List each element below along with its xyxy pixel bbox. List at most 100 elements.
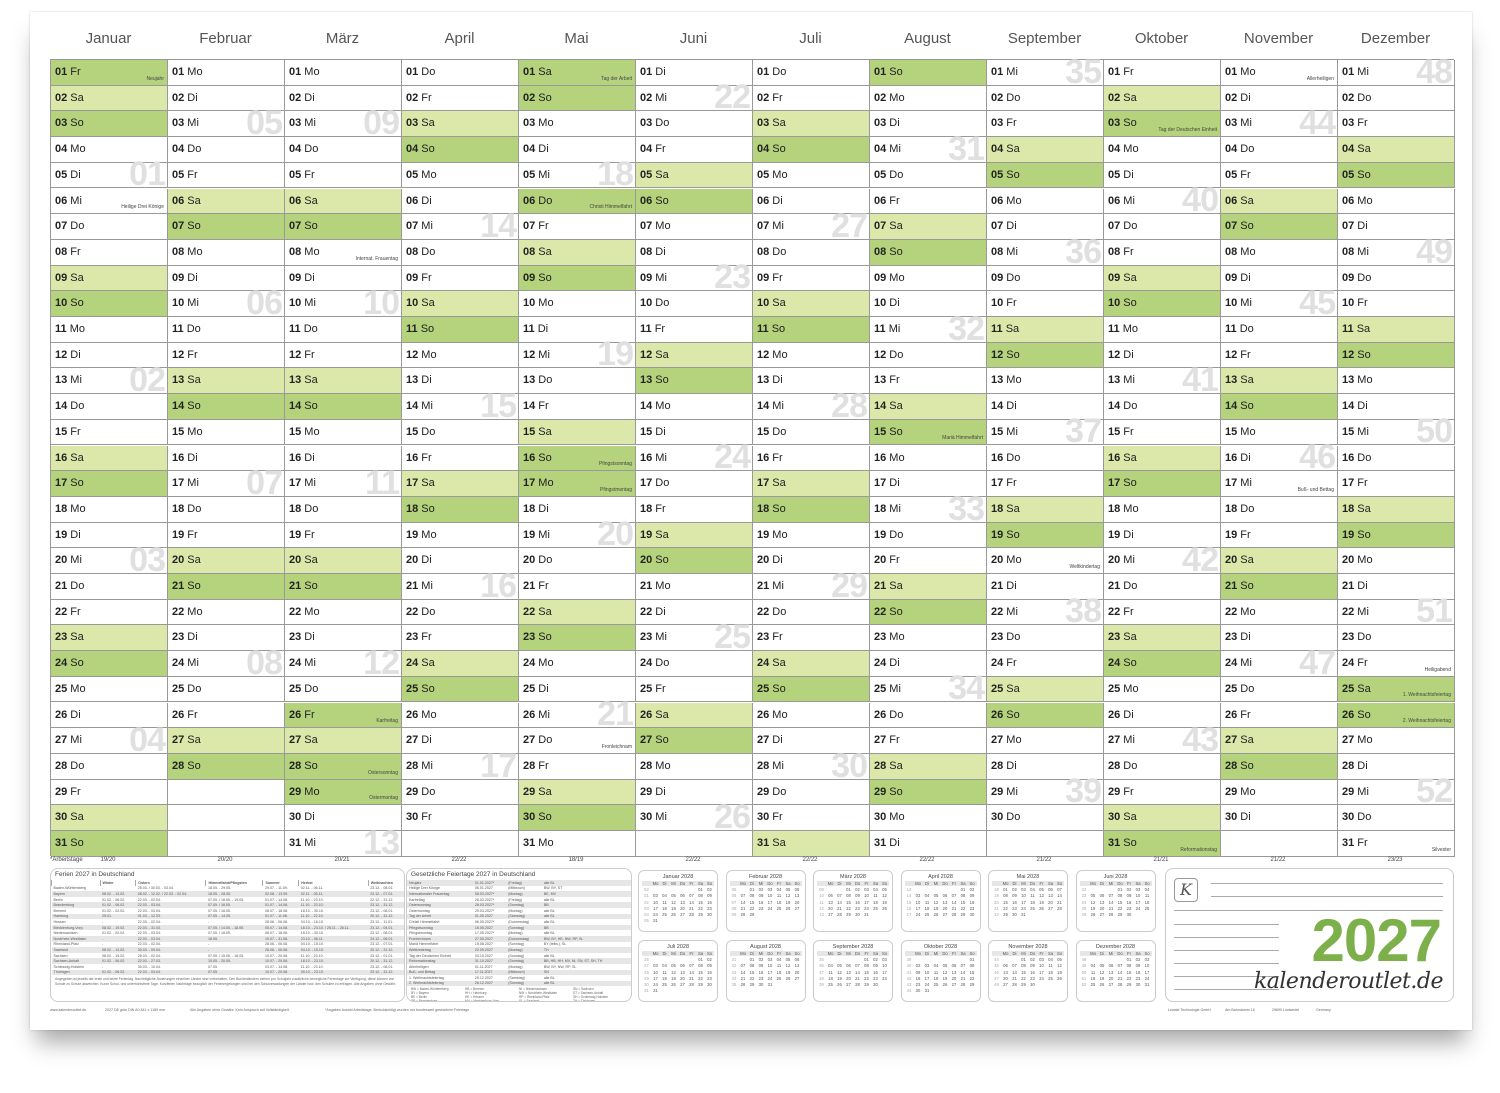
workdays-label: *Arbeitstage <box>50 857 83 863</box>
day-number: 01 <box>749 887 755 893</box>
day-number: 25 <box>1048 975 1053 981</box>
week-number: 37 <box>819 969 824 975</box>
week-number: 49 <box>1416 232 1453 271</box>
week-header-blank <box>904 951 914 956</box>
day-number: 03 <box>1021 887 1026 893</box>
day-label: 01 Do <box>406 66 436 78</box>
day-label: 03 So <box>55 117 84 130</box>
day-number <box>660 988 669 993</box>
day-number <box>880 912 889 917</box>
week-number: 27 <box>644 963 649 969</box>
day-number: 28 <box>689 911 694 917</box>
week-number: 35 <box>1065 52 1102 91</box>
day-number: 18 <box>662 975 667 981</box>
day-number: 13 <box>1108 969 1114 975</box>
table-cell: 01.07. - 11.08. <box>262 913 299 920</box>
day-number: 03 <box>882 957 887 963</box>
empty-cell <box>168 831 285 857</box>
day-number: 08 <box>749 893 755 899</box>
weekday-header: Do <box>940 881 950 886</box>
day-label: 11 Mo <box>1108 323 1138 335</box>
day-number: 15 <box>960 899 966 905</box>
day-number <box>651 957 660 962</box>
workdays-value: 19/20 <box>100 857 116 863</box>
table-cell: Neujahr <box>407 880 473 886</box>
holiday-label: Mariä Himmelfahrt <box>942 435 983 442</box>
day-label: 22 Mi <box>991 605 1018 618</box>
table-cell: BW, BY, ST <box>543 886 563 891</box>
day-cell: 30 Do <box>1338 805 1455 831</box>
day-cell: 29 Mo <box>1221 779 1338 806</box>
day-label: 04 So <box>757 143 786 156</box>
note-line <box>1174 924 1279 925</box>
day-cell: 18 Fr <box>636 496 753 523</box>
day-cell: 22 Fr <box>51 599 168 626</box>
day-label: 03 So <box>1108 117 1137 130</box>
day-number: 18 <box>924 905 930 911</box>
day-number: 20 <box>942 905 948 911</box>
day-number: 17 <box>882 969 887 975</box>
day-cell: 25 Do <box>285 676 402 703</box>
day-number: 29 <box>749 911 755 917</box>
day-label: 13 Mo <box>991 374 1022 387</box>
day-cell: 17 Mi Buß- und Bettag <box>1221 471 1338 497</box>
day-label: 07 Mi <box>406 220 433 233</box>
day-label: 23 Di <box>1225 631 1251 644</box>
day-number: 22 <box>1003 905 1008 911</box>
table-cell: 24.12. - 07.01. <box>368 891 404 897</box>
day-label: 27 Mo <box>991 734 1022 747</box>
day-label: 23 Mi <box>640 631 667 644</box>
table-row: Allerheiligen 01.11.2027 (Montag) BW, BY, N… <box>407 964 631 970</box>
day-cell: 28 Do <box>1104 753 1221 780</box>
day-label: 10 Do <box>640 297 670 310</box>
week-number: 01 <box>129 155 166 194</box>
table-cell: 07.05. - 14.05. <box>205 913 263 920</box>
note-line <box>1174 989 1279 990</box>
day-cell: 27 Sa <box>1221 728 1338 754</box>
day-cell: 08 Do <box>402 239 519 266</box>
table-cell: 22.03. - 03.04. <box>135 902 206 908</box>
weekday-header: Mi <box>931 951 941 956</box>
day-cell: 17 Sa <box>402 471 519 497</box>
mini-calendar-title: Dezember 2028 <box>1095 944 1136 950</box>
day-label: 10 Di <box>874 297 900 310</box>
workdays-value: 21/21 <box>1153 857 1169 863</box>
day-cell: 06 Sa <box>285 188 402 215</box>
week-number: 39 <box>1065 772 1102 811</box>
day-cell: 21 Mi 16 <box>402 569 519 603</box>
day-number <box>1134 912 1143 917</box>
week-number: 33 <box>948 489 985 528</box>
day-label: 03 Do <box>640 117 670 130</box>
day-cell: 15 Mo <box>168 419 285 446</box>
day-cell: 16 Sa <box>1104 445 1221 472</box>
day-number: 26 <box>1090 911 1096 917</box>
day-number <box>705 988 714 993</box>
day-number <box>669 988 678 993</box>
day-cell: 05 Di 01 <box>51 157 168 191</box>
day-number: 23 <box>758 905 764 911</box>
day-number <box>932 988 941 993</box>
weekday-header: Mo <box>1088 881 1098 886</box>
brand-name: kalenderoutlet.de <box>1253 969 1444 994</box>
day-number: 19 <box>1090 905 1096 911</box>
table-cell: (Sonntag) <box>506 924 542 931</box>
week-number: 04 <box>644 911 649 917</box>
day-number: 18 <box>776 969 782 975</box>
day-number <box>1010 957 1019 962</box>
day-label: 26 Fr <box>1225 708 1251 721</box>
weekday-header: Mo <box>913 951 923 956</box>
holiday-label: Buß- und Bettag <box>1297 486 1334 493</box>
day-number <box>914 957 923 962</box>
day-label: 09 Fr <box>406 271 432 284</box>
day-label: 07 Di <box>991 220 1017 233</box>
column-header: Winter <box>99 880 136 886</box>
day-cell: 17 Do <box>636 471 753 497</box>
day-cell: 06 Di <box>753 188 870 215</box>
week-number: 14 <box>906 893 912 899</box>
table-cell: 07.05. / 15.05. - 18.05. <box>207 953 245 958</box>
table-cell: BB <box>541 902 631 908</box>
day-cell: 06 Mi Heilige Drei Könige <box>51 188 168 215</box>
day-cell: 20 Mo Weltkindertag <box>987 548 1104 574</box>
day-label: 23 Fr <box>757 631 783 644</box>
day-cell: 17 So <box>1104 471 1221 497</box>
